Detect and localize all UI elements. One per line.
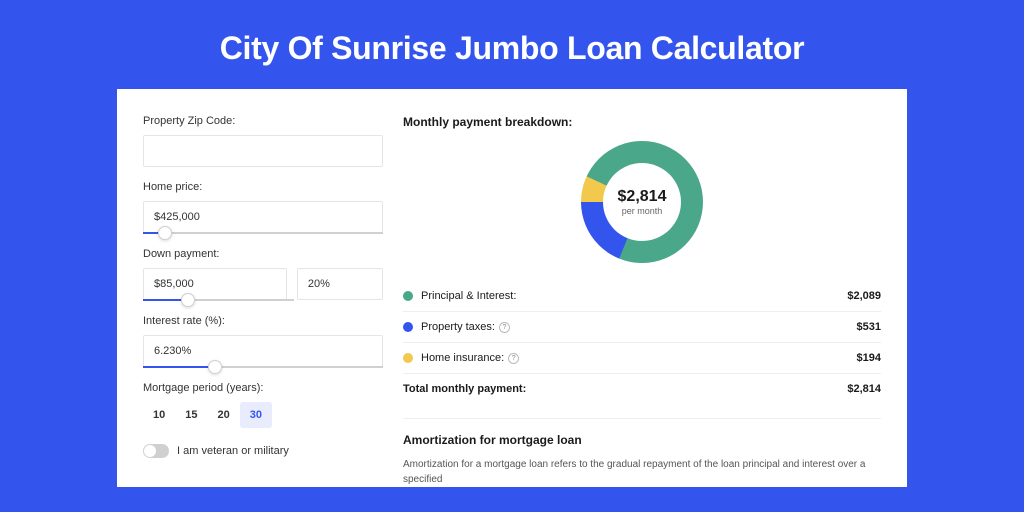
down-payment-label: Down payment: xyxy=(143,248,383,260)
veteran-toggle[interactable] xyxy=(143,444,169,458)
breakdown-total-value: $2,814 xyxy=(847,383,881,395)
zip-input[interactable] xyxy=(143,135,383,167)
donut-chart-wrap: $2,814 per month xyxy=(403,141,881,263)
interest-rate-input[interactable] xyxy=(143,335,383,367)
down-payment-amount-input[interactable] xyxy=(143,268,287,300)
breakdown-row: Principal & Interest:$2,089 xyxy=(403,281,881,311)
donut-center: $2,814 per month xyxy=(603,163,681,241)
amortization-section: Amortization for mortgage loan Amortizat… xyxy=(403,418,881,487)
zip-field-group: Property Zip Code: xyxy=(143,115,383,167)
breakdown-row: Property taxes:?$531 xyxy=(403,311,881,342)
amortization-text: Amortization for a mortgage loan refers … xyxy=(403,457,881,487)
interest-rate-label: Interest rate (%): xyxy=(143,315,383,327)
interest-rate-group: Interest rate (%): xyxy=(143,315,383,368)
donut-chart: $2,814 per month xyxy=(581,141,703,263)
mortgage-period-group: Mortgage period (years): 10152030 xyxy=(143,382,383,428)
donut-amount: $2,814 xyxy=(618,188,667,206)
page-title: City Of Sunrise Jumbo Loan Calculator xyxy=(0,0,1024,89)
breakdown-value: $2,089 xyxy=(847,290,881,302)
mortgage-period-label: Mortgage period (years): xyxy=(143,382,383,394)
home-price-input[interactable] xyxy=(143,201,383,233)
breakdown-label: Property taxes:? xyxy=(421,321,857,333)
breakdown-label: Principal & Interest: xyxy=(421,290,847,302)
breakdown-total-label: Total monthly payment: xyxy=(403,383,847,395)
breakdown-label: Home insurance:? xyxy=(421,352,857,364)
home-price-label: Home price: xyxy=(143,181,383,193)
home-price-slider-thumb[interactable] xyxy=(158,226,172,240)
breakdown-value: $531 xyxy=(857,321,881,333)
form-panel: Property Zip Code: Home price: Down paym… xyxy=(143,115,383,487)
breakdown-list: Principal & Interest:$2,089Property taxe… xyxy=(403,281,881,373)
down-payment-slider[interactable] xyxy=(143,299,294,301)
veteran-toggle-label: I am veteran or military xyxy=(177,445,289,457)
amortization-title: Amortization for mortgage loan xyxy=(403,433,881,447)
legend-dot xyxy=(403,353,413,363)
help-icon[interactable]: ? xyxy=(508,353,519,364)
breakdown-total-row: Total monthly payment: $2,814 xyxy=(403,373,881,404)
period-button-30[interactable]: 30 xyxy=(240,402,272,428)
home-price-slider[interactable] xyxy=(143,232,383,234)
breakdown-title: Monthly payment breakdown: xyxy=(403,115,881,129)
interest-rate-slider-thumb[interactable] xyxy=(208,360,222,374)
mortgage-period-buttons: 10152030 xyxy=(143,402,383,428)
down-payment-group: Down payment: xyxy=(143,248,383,301)
home-price-group: Home price: xyxy=(143,181,383,234)
calculator-card: Property Zip Code: Home price: Down paym… xyxy=(117,89,907,487)
help-icon[interactable]: ? xyxy=(499,322,510,333)
period-button-10[interactable]: 10 xyxy=(143,402,175,428)
down-payment-slider-thumb[interactable] xyxy=(181,293,195,307)
down-payment-percent-input[interactable] xyxy=(297,268,383,300)
period-button-15[interactable]: 15 xyxy=(175,402,207,428)
donut-sub: per month xyxy=(622,206,663,216)
period-button-20[interactable]: 20 xyxy=(208,402,240,428)
toggle-knob xyxy=(144,445,156,457)
breakdown-row: Home insurance:?$194 xyxy=(403,342,881,373)
breakdown-value: $194 xyxy=(857,352,881,364)
legend-dot xyxy=(403,291,413,301)
breakdown-panel: Monthly payment breakdown: $2,814 per mo… xyxy=(403,115,881,487)
interest-rate-slider[interactable] xyxy=(143,366,383,368)
zip-label: Property Zip Code: xyxy=(143,115,383,127)
legend-dot xyxy=(403,322,413,332)
veteran-toggle-row: I am veteran or military xyxy=(143,444,383,458)
